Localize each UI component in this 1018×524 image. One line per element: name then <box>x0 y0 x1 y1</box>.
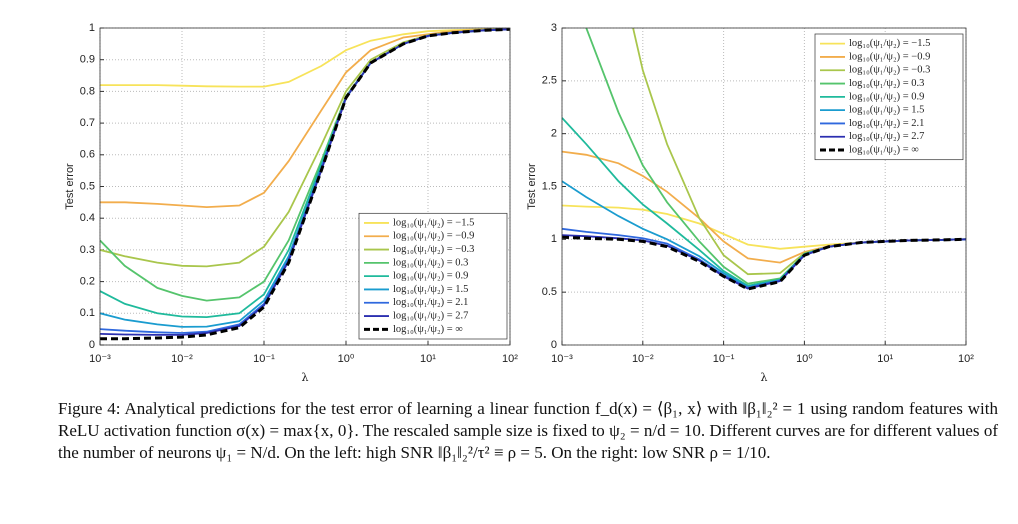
plot-lines <box>562 28 966 291</box>
x-tick-label: 10¹ <box>420 353 436 365</box>
y-tick-label: 2 <box>551 128 557 140</box>
series-line <box>100 28 510 209</box>
legend-label: log₁₀(ψ₁/ψ₂) = 0.3 <box>849 78 924 89</box>
legend-label: log₁₀(ψ₁/ψ₂) = −1.5 <box>849 38 930 49</box>
series-line <box>562 235 966 291</box>
legend-label: log₁₀(ψ₁/ψ₂) = −0.9 <box>393 231 474 242</box>
y-tick-label: 3 <box>551 22 557 34</box>
x-tick-label: 10⁻² <box>171 353 193 365</box>
y-tick-label: 0.4 <box>80 212 95 224</box>
y-axis-label: Test error <box>526 163 538 210</box>
x-tick-label: 10² <box>958 353 974 365</box>
legend-label: log₁₀(ψ₁/ψ₂) = 2.1 <box>849 118 924 129</box>
y-tick-label: 1 <box>551 233 557 245</box>
plot-frame <box>561 27 967 346</box>
legend-label: log₁₀(ψ₁/ψ₂) = ∞ <box>393 324 463 335</box>
x-axis-label: λ <box>761 371 768 384</box>
legend-label: log₁₀(ψ₁/ψ₂) = 1.5 <box>849 105 924 116</box>
y-tick-label: 0.9 <box>80 54 95 66</box>
legend-label: log₁₀(ψ₁/ψ₂) = −0.9 <box>849 51 930 62</box>
x-tick-label: 10⁻¹ <box>713 353 735 365</box>
legend-label: log₁₀(ψ₁/ψ₂) = ∞ <box>849 144 919 155</box>
y-tick-label: 0.7 <box>80 117 95 129</box>
y-tick-label: 1.5 <box>542 180 557 192</box>
legend-label: log₁₀(ψ₁/ψ₂) = −0.3 <box>393 244 474 255</box>
y-tick-label: 0.5 <box>80 180 95 192</box>
legend-label: log₁₀(ψ₁/ψ₂) = 0.9 <box>849 91 924 102</box>
legend-label: log₁₀(ψ₁/ψ₂) = 2.1 <box>393 297 468 308</box>
legend-label: log₁₀(ψ₁/ψ₂) = −1.5 <box>393 217 474 228</box>
x-tick-label: 10⁻¹ <box>253 353 275 365</box>
legend-label: log₁₀(ψ₁/ψ₂) = 0.3 <box>393 257 468 268</box>
legend-label: log₁₀(ψ₁/ψ₂) = 2.7 <box>393 310 468 321</box>
y-tick-label: 0.2 <box>80 276 95 288</box>
plot-lines <box>100 28 510 341</box>
x-tick-label: 10² <box>502 353 518 365</box>
x-tick-label: 10⁰ <box>796 353 813 365</box>
series-line <box>100 28 510 341</box>
y-tick-label: 0 <box>89 339 95 351</box>
x-tick-label: 10⁰ <box>338 353 355 365</box>
x-tick-label: 10⁻² <box>632 353 654 365</box>
y-tick-label: 0.1 <box>80 307 95 319</box>
y-tick-label: 0.8 <box>80 85 95 97</box>
legend-label: log₁₀(ψ₁/ψ₂) = 0.9 <box>393 271 468 282</box>
legend-label: log₁₀(ψ₁/ψ₂) = −0.3 <box>849 65 930 76</box>
caption: Figure 4: Analytical predictions for the… <box>58 399 998 462</box>
y-axis-label: Test error <box>64 163 76 210</box>
y-tick-label: 0 <box>551 339 557 351</box>
y-tick-label: 2.5 <box>542 75 557 87</box>
series-line <box>100 28 510 88</box>
y-tick-label: 0.5 <box>542 286 557 298</box>
series-line <box>100 28 510 336</box>
x-tick-label: 10⁻³ <box>551 353 573 365</box>
y-tick-label: 0.3 <box>80 244 95 256</box>
legend-label: log₁₀(ψ₁/ψ₂) = 2.7 <box>849 131 924 142</box>
plot-frame <box>99 27 511 346</box>
x-axis-label: λ <box>302 371 309 384</box>
x-tick-label: 10¹ <box>877 353 893 365</box>
x-tick-label: 10⁻³ <box>89 353 111 365</box>
y-tick-label: 0.6 <box>80 149 95 161</box>
figure: 10⁻³ 10⁻² 10⁻¹ 10⁰ 10¹ 10² 0 0.1 0.2 0.3 0.4 0.5 0.6… <box>64 22 974 384</box>
legend-label: log₁₀(ψ₁/ψ₂) = 1.5 <box>393 284 468 295</box>
y-tick-label: 1 <box>89 22 95 34</box>
legend-box <box>358 212 508 340</box>
